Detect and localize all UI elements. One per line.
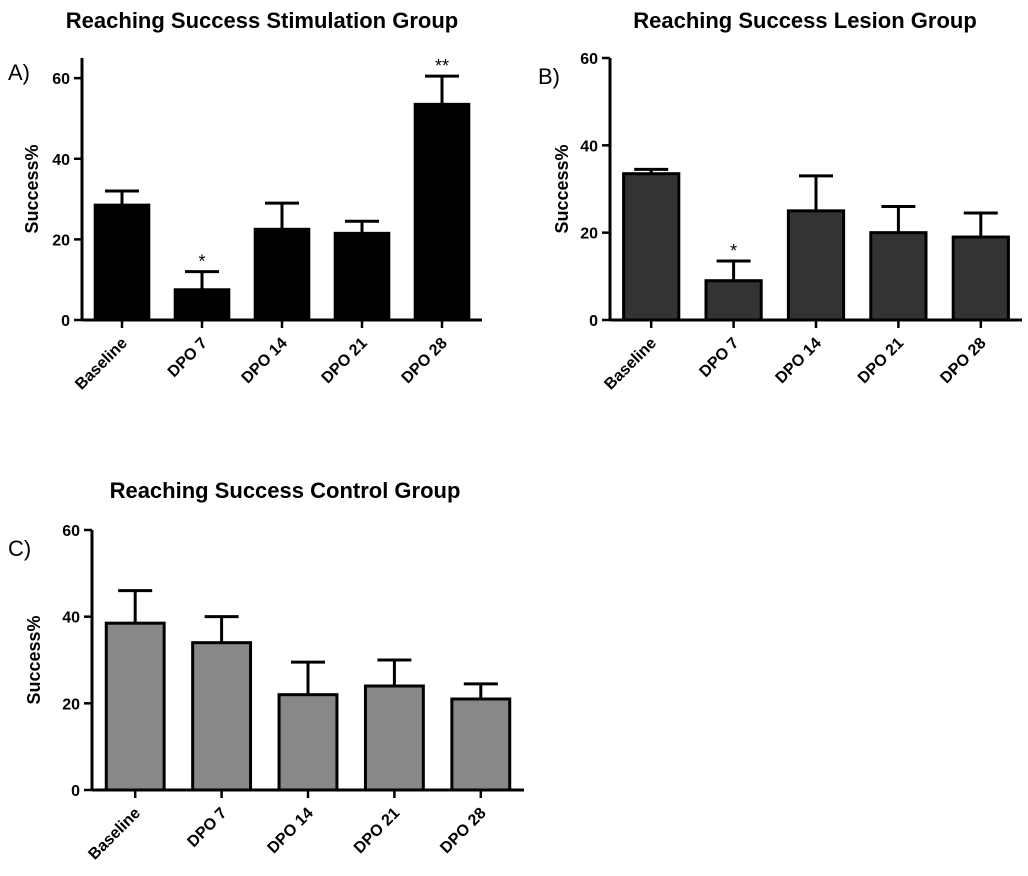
y-tick-label: 40 [62,610,80,627]
bar [786,209,846,322]
x-tick-label: DPO 7 [696,335,742,381]
bar [704,279,763,322]
panel-letter: A) [8,60,30,85]
significance-marker: * [730,241,737,261]
y-tick-label: 20 [62,696,80,713]
panel-stimulation: Reaching Success Stimulation Group A) Succ… [8,8,482,393]
bar [363,684,425,792]
bar [869,231,928,322]
chart-title: Reaching Success Control Group [110,478,461,503]
significance-marker: ** [435,56,449,76]
x-tick-label: DPO 14 [265,805,317,857]
bar [191,641,253,792]
bar [173,288,231,322]
panel-letter: B) [538,64,560,89]
x-tick-label: Baseline [85,805,144,864]
y-axis-label: Success% [24,615,44,704]
bar [333,231,391,322]
x-tick-label: DPO 28 [399,335,451,387]
bar [450,697,512,792]
bar [104,621,166,792]
significance-marker: * [198,252,205,272]
y-tick-label: 20 [580,226,598,243]
y-axis-label: Success% [552,144,572,233]
panel-letter: C) [8,536,31,561]
x-tick-label: Baseline [601,335,660,394]
x-tick-label: DPO 14 [239,335,291,387]
x-tick-label: DPO 7 [165,335,211,381]
bar [413,102,471,322]
y-axis-label: Success% [22,144,42,233]
bar [951,235,1010,322]
chart-title: Reaching Success Lesion Group [633,8,977,33]
y-tick-label: 20 [52,232,70,249]
x-tick-label: DPO 21 [319,335,371,387]
bar [277,693,339,792]
bar [622,172,681,322]
x-tick-label: Baseline [72,335,131,394]
bar [253,227,311,322]
y-tick-label: 60 [52,71,70,88]
panel-control: Reaching Success Control Group C) Success%… [8,478,524,863]
y-tick-label: 40 [52,152,70,169]
y-tick-label: 40 [580,138,598,155]
y-tick-label: 0 [589,313,598,330]
panel-lesion: Reaching Success Lesion Group B) Success% B… [538,8,1022,393]
x-tick-label: DPO 28 [937,335,989,387]
y-tick-label: 0 [61,313,70,330]
y-tick-label: 60 [580,51,598,68]
chart-title: Reaching Success Stimulation Group [66,8,458,33]
x-tick-label: DPO 14 [773,335,825,387]
y-tick-label: 60 [62,523,80,540]
bar [93,203,151,322]
y-tick-label: 0 [71,783,80,800]
x-tick-label: DPO 21 [855,335,907,387]
x-tick-label: DPO 28 [437,805,489,857]
x-tick-label: DPO 7 [184,805,230,851]
x-tick-label: DPO 21 [351,805,403,857]
